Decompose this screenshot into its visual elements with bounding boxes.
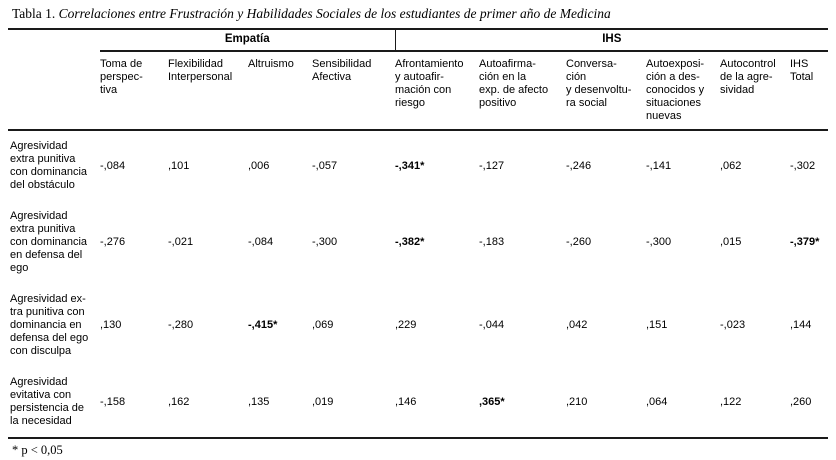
cell-value: -,300 [312, 236, 338, 248]
cell-value: -,280 [168, 319, 194, 331]
cell-value: -,084 [100, 159, 126, 172]
cell-value: ,006 [248, 159, 270, 172]
cell-value: -,023 [720, 319, 746, 331]
cell-value-significant: -,341* [395, 159, 425, 172]
cell-value: ,062 [720, 159, 742, 172]
table-caption: Tabla 1. Correlaciones entre Frustración… [8, 4, 828, 23]
cell-value: -,141 [646, 159, 672, 172]
col-header-ihs-total: IHS Total [790, 51, 829, 131]
cell-value: ,019 [312, 367, 395, 439]
col-header-altruismo: Altruismo [248, 51, 312, 131]
cell-value: -,183 [479, 236, 505, 248]
col-header-afrontamiento: Afrontamiento y autoafir- mación con rie… [395, 51, 479, 131]
table-row: Agresividad evitativa con persistencia d… [8, 367, 829, 439]
cell-value: -,246 [566, 159, 592, 172]
cell-value: -,260 [566, 236, 592, 248]
cell-value: ,015 [720, 236, 742, 248]
col-header-autoexposicion: Autoexposi- ción a des- conocidos y situ… [646, 51, 720, 131]
cell-value: ,146 [395, 367, 479, 439]
cell-value: ,130 [100, 319, 122, 331]
cell-value: ,144 [790, 319, 812, 331]
table-caption-text: Correlaciones entre Frustración y Habili… [58, 6, 611, 21]
cell-value-significant: ,365* [479, 367, 566, 439]
col-header-conversacion: Conversa- ción y desenvoltu- ra social [566, 51, 646, 131]
col-header-autoafirmacion: Autoafirma- ción en la exp. de afecto po… [479, 51, 566, 131]
group-header-empatia: Empatía [100, 28, 395, 52]
col-header-autocontrol: Autocontrol de la agre- sividad [720, 51, 790, 131]
cell-value: -,158 [100, 367, 168, 439]
stub-cell [8, 28, 100, 51]
table-caption-label: Tabla 1. [12, 6, 56, 21]
cell-value-significant: -,379* [790, 236, 820, 248]
stub-header-cell [8, 51, 100, 131]
cell-value: -,021 [168, 236, 194, 248]
cell-value: -,127 [479, 159, 505, 172]
cell-value: ,229 [395, 319, 417, 331]
table-row: Agresividad extra punitiva con dominanci… [8, 201, 828, 284]
col-header-toma-de-perspectiva: Toma de perspec- tiva [100, 51, 168, 131]
cell-value: -,044 [479, 319, 505, 331]
cell-value: -,057 [312, 159, 338, 172]
cell-value: ,064 [646, 367, 720, 439]
group-header-row: Empatía IHS [8, 28, 829, 52]
cell-value: ,162 [168, 367, 248, 439]
correlation-table: Empatía IHS Toma de perspec- tiva Flexib… [8, 28, 829, 439]
column-header-row: Toma de perspec- tiva Flexibilidad Inter… [8, 51, 829, 131]
col-header-flexibilidad-interpersonal: Flexibilidad Interpersonal [168, 51, 248, 131]
cell-value: -,084 [248, 236, 274, 248]
cell-value: ,135 [248, 367, 312, 439]
col-header-sensibilidad-afectiva: Sensibilidad Afectiva [312, 51, 395, 131]
cell-value: -,276 [100, 236, 126, 248]
row-label: Agresividad evitativa con persistencia d… [8, 367, 100, 439]
cell-value: ,151 [646, 319, 668, 331]
cell-value-significant: -,415* [248, 319, 278, 331]
row-label: Agresividad extra punitiva con dominanci… [10, 210, 88, 274]
table-row: Agresividad ex- tra punitiva con dominan… [8, 284, 828, 367]
cell-value: -,300 [646, 236, 672, 248]
cell-value: ,122 [720, 367, 790, 439]
table-row: Agresividad extra punitiva con dominanci… [8, 130, 828, 201]
cell-value: ,042 [566, 319, 588, 331]
row-label: Agresividad extra punitiva con dominanci… [10, 140, 88, 191]
row-label: Agresividad ex- tra punitiva con dominan… [10, 293, 89, 357]
cell-value-significant: -,382* [395, 236, 425, 248]
significance-footnote: * p < 0,05 [12, 443, 63, 457]
cell-value: ,210 [566, 367, 646, 439]
cell-value: ,101 [168, 159, 190, 172]
cell-value: -,302 [790, 159, 816, 172]
cell-value: ,260 [790, 367, 829, 439]
group-header-ihs: IHS [394, 28, 829, 52]
cell-value: ,069 [312, 319, 334, 331]
